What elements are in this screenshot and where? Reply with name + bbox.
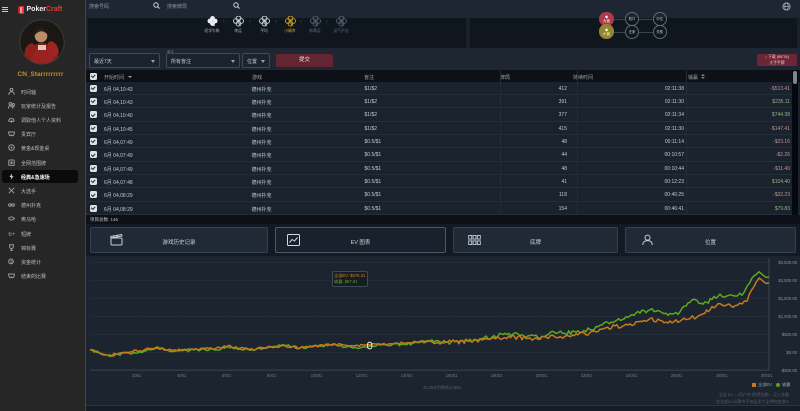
svg-text:6+: 6+	[8, 232, 15, 237]
svg-text:$: $	[10, 259, 13, 264]
